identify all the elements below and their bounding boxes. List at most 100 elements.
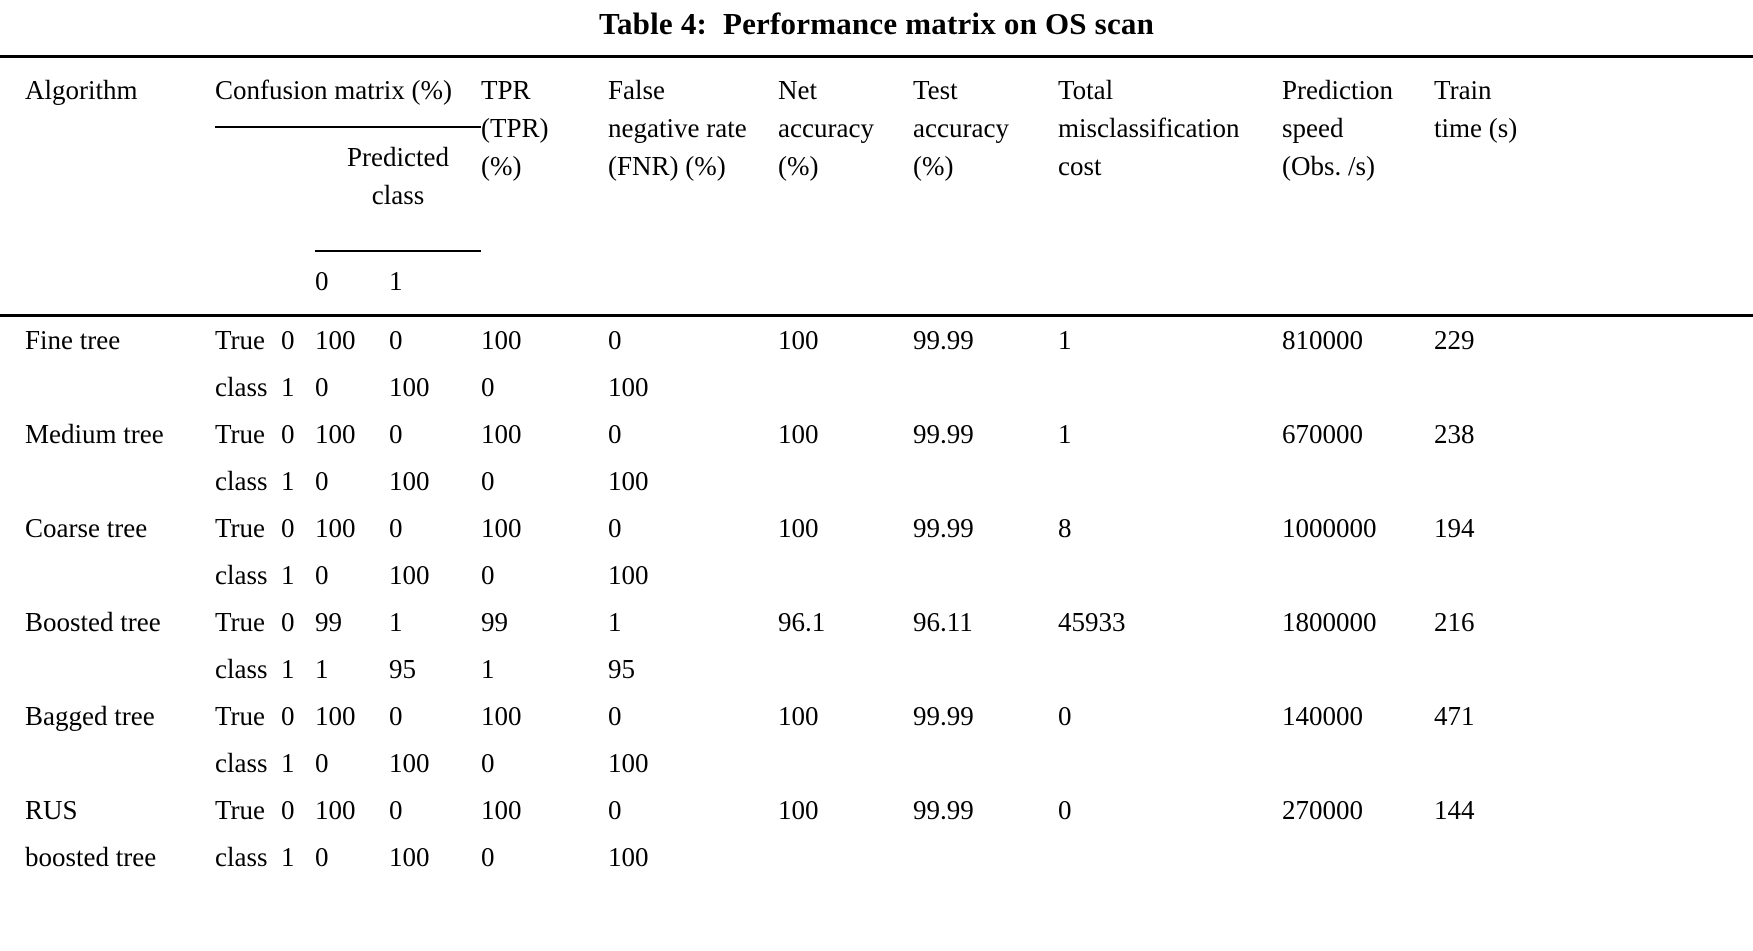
table-row: RUS boosted tree True class 0 100 0 100 … bbox=[0, 787, 1753, 872]
confusion-cell: 0 bbox=[389, 701, 403, 731]
col-header-algorithm: Algorithm bbox=[25, 75, 138, 105]
true-class-label-cell: True class bbox=[215, 599, 281, 693]
table-header: Algorithm Confusion matrix (%) TPR (TPR)… bbox=[0, 56, 1753, 316]
header-line: TPR bbox=[481, 75, 531, 105]
misclassification-cost-cell: 45933 bbox=[1058, 607, 1126, 637]
true-class-id: 1 bbox=[281, 560, 295, 590]
header-spacer bbox=[215, 127, 315, 251]
spacer-cell bbox=[0, 881, 1753, 951]
true-class-id: 1 bbox=[281, 654, 295, 684]
header-spacer bbox=[215, 251, 315, 316]
train-time-cell: 216 bbox=[1434, 607, 1475, 637]
confusion-cell: 0 bbox=[389, 513, 403, 543]
header-line: misclassification bbox=[1058, 113, 1240, 143]
true-class-label-cell: True class bbox=[215, 505, 281, 599]
confusion-cell: 1 bbox=[315, 654, 329, 684]
header-line: (TPR) bbox=[481, 113, 549, 143]
col-header-total-misclassification-cost: Total misclassification cost bbox=[1058, 57, 1282, 316]
header-line: (%) bbox=[778, 151, 819, 181]
train-time-cell: 144 bbox=[1434, 795, 1475, 825]
prediction-speed-cell: 270000 bbox=[1282, 795, 1364, 825]
tpr-cell: 1 bbox=[481, 654, 495, 684]
test-accuracy-cell: 99.99 bbox=[913, 701, 974, 731]
table-row: 1 1 95 1 95 bbox=[0, 646, 1753, 693]
col-header-predicted-1: 1 bbox=[389, 266, 403, 296]
algorithm-cell: Medium tree bbox=[0, 411, 215, 505]
algorithm-name: Boosted tree bbox=[25, 607, 161, 637]
confusion-cell: 100 bbox=[315, 419, 356, 449]
misclassification-cost-cell: 1 bbox=[1058, 325, 1072, 355]
algorithm-cell: Fine tree bbox=[0, 316, 215, 412]
algorithm-cell: Coarse tree bbox=[0, 505, 215, 599]
net-accuracy-cell: 100 bbox=[778, 701, 819, 731]
tpr-cell: 0 bbox=[481, 748, 495, 778]
test-accuracy-cell: 99.99 bbox=[913, 795, 974, 825]
table-row: Medium tree True class 0 100 0 100 0 100… bbox=[0, 411, 1753, 496]
net-accuracy-cell: 100 bbox=[778, 419, 819, 449]
tpr-cell: 0 bbox=[481, 842, 495, 872]
prediction-speed-cell: 1000000 bbox=[1282, 513, 1377, 543]
header-line: negative rate bbox=[608, 113, 747, 143]
header-line: class bbox=[371, 180, 425, 210]
table-row: 1 0 100 0 100 bbox=[0, 834, 1753, 881]
true-class-label: class bbox=[215, 560, 268, 590]
col-header-net-accuracy: Net accuracy (%) bbox=[778, 57, 913, 316]
true-class-id: 0 bbox=[281, 701, 295, 731]
true-class-id: 0 bbox=[281, 795, 295, 825]
confusion-cell: 1 bbox=[389, 607, 403, 637]
net-accuracy-cell: 100 bbox=[778, 325, 819, 355]
tpr-cell: 100 bbox=[481, 325, 522, 355]
tpr-cell: 0 bbox=[481, 372, 495, 402]
header-row-3: 0 1 bbox=[0, 251, 1753, 316]
spacer-row bbox=[0, 881, 1753, 951]
true-class-label: class bbox=[215, 748, 268, 778]
col-header-predicted-0: 0 bbox=[315, 266, 329, 296]
tpr-cell: 100 bbox=[481, 795, 522, 825]
algorithm-name: Coarse tree bbox=[25, 513, 148, 543]
confusion-cell: 0 bbox=[389, 419, 403, 449]
header-line: (FNR) (%) bbox=[608, 151, 726, 181]
table-row: 1 0 100 0 100 bbox=[0, 740, 1753, 787]
header-line: accuracy bbox=[913, 113, 1009, 143]
tpr-cell: 99 bbox=[481, 607, 509, 637]
col-header-tpr: TPR (TPR) (%) bbox=[481, 57, 608, 316]
true-class-label-cell: True class bbox=[215, 787, 281, 881]
true-class-id: 0 bbox=[281, 607, 295, 637]
tpr-cell: 100 bbox=[481, 419, 522, 449]
table-body: Fine tree True class 0 100 0 100 0 100 9… bbox=[0, 316, 1753, 951]
fnr-cell: 100 bbox=[608, 748, 649, 778]
header-line: (%) bbox=[913, 151, 954, 181]
header-line: accuracy bbox=[778, 113, 874, 143]
header-line: Test bbox=[913, 75, 958, 105]
net-accuracy-cell: 100 bbox=[778, 795, 819, 825]
prediction-speed-cell: 140000 bbox=[1282, 701, 1364, 731]
prediction-speed-cell: 810000 bbox=[1282, 325, 1364, 355]
train-time-cell: 194 bbox=[1434, 513, 1475, 543]
header-line: Train bbox=[1434, 75, 1492, 105]
test-accuracy-cell: 99.99 bbox=[913, 419, 974, 449]
fnr-cell: 0 bbox=[608, 513, 622, 543]
true-class-id: 1 bbox=[281, 842, 295, 872]
table-row: Bagged tree True class 0 100 0 100 0 100… bbox=[0, 693, 1753, 778]
confusion-cell: 0 bbox=[315, 842, 329, 872]
algorithm-cell: Bagged tree bbox=[0, 693, 215, 787]
header-line: False bbox=[608, 75, 666, 105]
true-class-id: 0 bbox=[281, 325, 295, 355]
table-row: 1 0 100 0 100 bbox=[0, 364, 1753, 411]
table-row: Coarse tree True class 0 100 0 100 0 100… bbox=[0, 505, 1753, 590]
table-row: 1 0 100 0 100 bbox=[0, 552, 1753, 599]
fnr-cell: 95 bbox=[608, 654, 636, 684]
tpr-cell: 0 bbox=[481, 466, 495, 496]
true-class-label: class bbox=[215, 372, 268, 402]
header-line: time (s) bbox=[1434, 113, 1518, 143]
table-row: 1 0 100 0 100 bbox=[0, 458, 1753, 505]
header-line: cost bbox=[1058, 151, 1102, 181]
fnr-cell: 100 bbox=[608, 372, 649, 402]
true-class-label-cell: True class bbox=[215, 316, 281, 412]
header-line: (Obs. /s) bbox=[1282, 151, 1376, 181]
confusion-cell: 100 bbox=[315, 325, 356, 355]
true-class-id: 1 bbox=[281, 466, 295, 496]
true-class-label: class bbox=[215, 842, 268, 872]
col-header-confusion-matrix: Confusion matrix (%) bbox=[215, 56, 482, 128]
